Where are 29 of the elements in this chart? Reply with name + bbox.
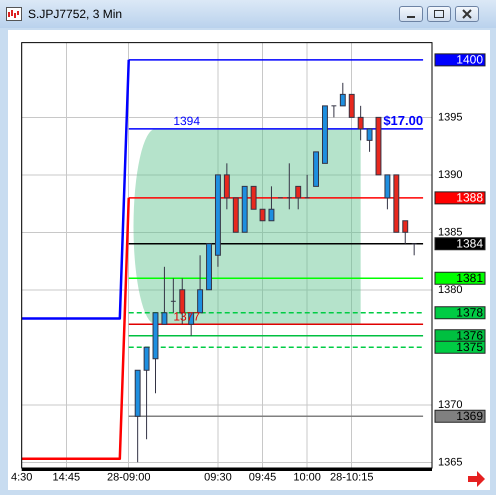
candlestick: [170, 278, 176, 314]
ref-line-label: 1381: [456, 271, 484, 286]
ref-line-label: 1384: [456, 236, 484, 251]
ref-line-label: 1369: [456, 409, 484, 424]
x-tick-label: 28-09:00: [107, 472, 150, 484]
ref-line-label: 1376: [456, 328, 484, 343]
y-tick-label: 1370: [438, 398, 462, 411]
chart-title: S.JPJ7752, 3 Min: [28, 7, 122, 21]
x-tick-label: 10:00: [293, 472, 321, 484]
y-tick-label: 1395: [438, 111, 462, 124]
candlestick: [411, 243, 418, 256]
ref-line-label: 1400: [456, 52, 484, 67]
y-tick-label: 1380: [438, 284, 462, 296]
y-tick-label: 1390: [438, 168, 462, 181]
ref-line-label: 1388: [456, 190, 484, 205]
x-tick-label: 14:45: [52, 472, 80, 484]
annotation: $17.00: [383, 112, 424, 128]
y-tick-label: 1365: [438, 456, 462, 468]
x-tick-label: 28-10:15: [330, 472, 374, 484]
candlestick: [330, 105, 337, 118]
annotation: 1394: [173, 114, 200, 128]
candlestick: [286, 162, 292, 210]
x-tick-label: 4:30: [10, 472, 32, 484]
candlestick: [304, 174, 310, 198]
ref-line-label: 1375: [456, 340, 484, 354]
y-tick-label: 1385: [438, 226, 462, 238]
x-tick-label: 09:30: [204, 472, 232, 484]
x-tick-label: 09:45: [248, 472, 276, 484]
ref-line-label: 1378: [456, 306, 484, 320]
